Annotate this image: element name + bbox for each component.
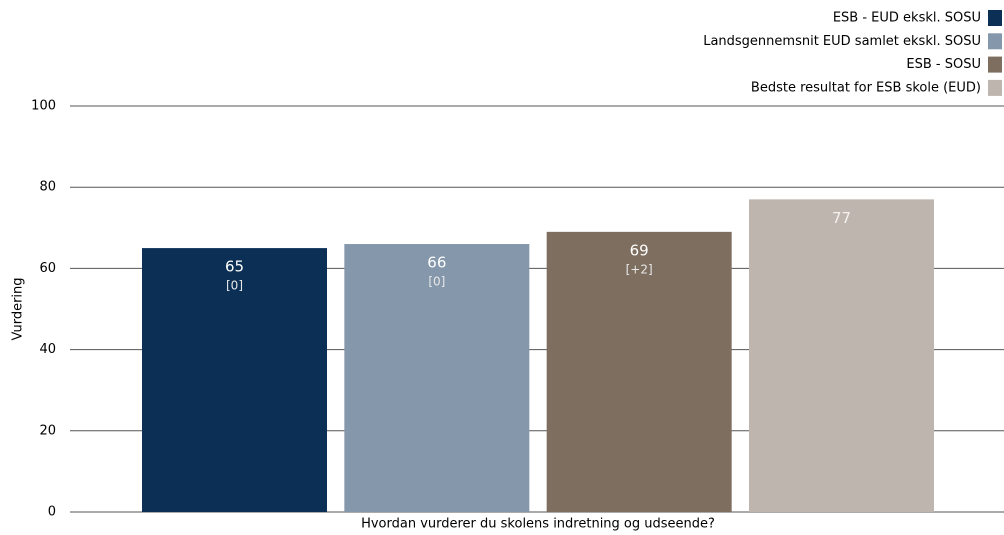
data-label: 77	[832, 209, 851, 227]
data-sublabel: [0]	[428, 275, 445, 289]
legend-swatch	[988, 10, 1002, 26]
y-tick-label: 80	[39, 180, 56, 195]
legend-label: Landsgennemsnit EUD samlet ekskl. SOSU	[703, 34, 981, 49]
data-sublabel: [+2]	[626, 262, 653, 276]
bar	[142, 248, 327, 512]
bar	[546, 231, 732, 513]
data-sublabel: [0]	[226, 279, 243, 293]
bar	[749, 199, 934, 512]
legend-swatch	[988, 33, 1002, 50]
x-axis-label: Hvordan vurderer du skolens indretning o…	[361, 517, 715, 532]
data-label: 65	[225, 258, 244, 276]
y-axis-label: Vurdering	[11, 277, 26, 340]
y-tick-label: 20	[39, 423, 56, 438]
y-tick-label: 40	[39, 342, 56, 357]
legend-swatch	[988, 56, 1002, 73]
y-tick-label: 100	[31, 99, 56, 114]
y-tick-label: 60	[39, 261, 56, 276]
legend-label: ESB - EUD ekskl. SOSU	[833, 11, 981, 26]
y-tick-label: 0	[48, 505, 56, 520]
legend-label: ESB - SOSU	[906, 57, 981, 72]
data-label: 66	[427, 254, 446, 272]
legend-label: Bedste resultat for ESB skole (EUD)	[751, 80, 981, 95]
bar	[344, 244, 530, 513]
legend-swatch	[988, 79, 1002, 96]
data-label: 69	[630, 241, 649, 259]
